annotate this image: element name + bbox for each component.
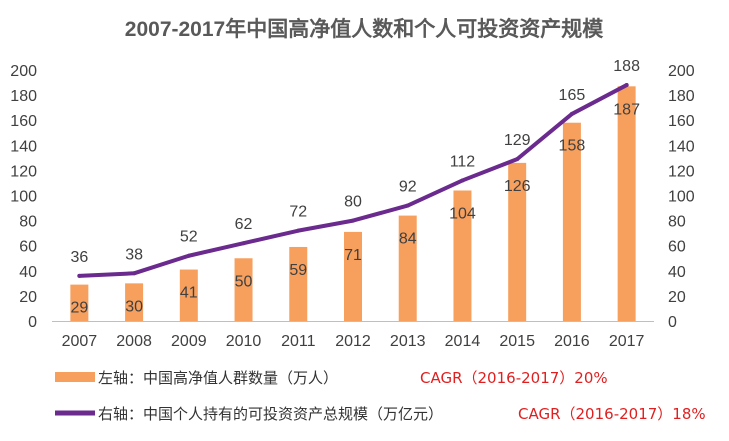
legend-bar-cagr: CAGR（2016-2017）20% — [420, 369, 608, 387]
line-point — [405, 203, 410, 208]
x-tick-label: 2007 — [62, 333, 98, 350]
x-tick-label: 2012 — [335, 333, 371, 350]
line-value-label: 36 — [70, 249, 88, 266]
bar — [617, 86, 636, 321]
line-value-label: 52 — [180, 229, 198, 246]
x-tick-label: 2011 — [281, 333, 316, 350]
bar — [562, 122, 581, 322]
axes: 0 20 40 60 80 100 120 140 160 180 200 0 20 40 60 80 100 1… — [10, 63, 695, 350]
y-left-tick-label: 80 — [19, 214, 37, 231]
legend-bar-swatch — [55, 372, 95, 382]
y-left-tick-label: 140 — [10, 138, 37, 155]
bar — [453, 190, 472, 321]
bar-value-label: 30 — [125, 298, 143, 315]
bar-value-label: 59 — [289, 262, 307, 279]
line-point — [460, 178, 465, 183]
bar — [508, 162, 527, 321]
x-tick-label: 2008 — [116, 333, 152, 350]
y-left-tick-label: 120 — [10, 163, 37, 180]
y-right-tick-label: 20 — [668, 289, 686, 306]
bar-value-label: 104 — [449, 205, 476, 222]
bar — [289, 246, 308, 321]
line-value-label: 112 — [450, 153, 476, 170]
y-left-tick-label: 0 — [28, 314, 37, 331]
y-left-tick-label: 200 — [10, 63, 37, 80]
bar-value-label: 71 — [344, 247, 362, 264]
line-value-label: 165 — [559, 87, 586, 104]
line-point — [241, 241, 246, 246]
x-tick-label: 2017 — [609, 333, 645, 350]
bar-value-label: 126 — [504, 178, 531, 195]
y-left-tick-label: 20 — [19, 289, 37, 306]
bar — [344, 231, 362, 321]
y-right-tick-label: 40 — [668, 264, 686, 281]
line-value-label: 129 — [504, 132, 531, 149]
line-series — [77, 83, 629, 278]
bar-value-label: 187 — [613, 101, 640, 118]
line-point — [351, 218, 355, 223]
bar-value-label: 84 — [399, 231, 417, 248]
y-left-tick-label: 160 — [10, 113, 37, 130]
x-tick-label: 2010 — [226, 333, 262, 350]
line-value-label: 62 — [235, 216, 253, 233]
legend-line-label: 右轴：中国个人持有的可投资资产总规模（万亿元） — [98, 405, 443, 423]
line-point — [296, 228, 301, 233]
y-left-tick-label: 40 — [19, 264, 37, 281]
line-point — [515, 157, 520, 162]
y-right-tick-label: 140 — [668, 138, 695, 155]
legend-bar-label: 左轴：中国高净值人群数量（万人） — [98, 369, 338, 387]
line-value-label: 72 — [289, 204, 307, 221]
bar-value-label: 158 — [559, 138, 586, 155]
x-tick-label: 2014 — [445, 333, 481, 350]
y-right-tick-label: 0 — [668, 314, 677, 331]
chart-title: 2007-2017年中国高净值人数和个人可投资资产规模 — [125, 17, 604, 41]
line-point — [132, 271, 137, 276]
y-right-tick-label: 120 — [668, 163, 695, 180]
bar-value-label: 41 — [180, 285, 198, 302]
bar — [179, 269, 198, 321]
line-value-label: 38 — [125, 246, 143, 263]
data-labels: 29 30 41 50 59 71 84 104 126 158 187 36 38 52 62 72 80 92… — [70, 58, 640, 317]
y-right-tick-label: 160 — [668, 113, 695, 130]
bar — [398, 215, 417, 321]
line-point — [624, 83, 629, 88]
x-tick-label: 2009 — [171, 333, 207, 350]
y-right-tick-label: 100 — [668, 189, 695, 206]
bar-value-label: 29 — [70, 300, 88, 317]
y-left-tick-label: 180 — [10, 88, 37, 105]
y-left-tick-label: 60 — [19, 239, 37, 256]
line-value-label: 188 — [613, 58, 640, 75]
line-value-label: 80 — [344, 194, 362, 211]
x-tick-label: 2015 — [499, 333, 535, 350]
y-right-tick-label: 180 — [668, 88, 695, 105]
y-right-tick-label: 60 — [668, 239, 686, 256]
bar — [234, 258, 253, 321]
bar — [70, 284, 89, 321]
line-point — [77, 273, 82, 278]
legend: 左轴：中国高净值人群数量（万人） CAGR（2016-2017）20% 右轴：中国个… — [55, 369, 706, 423]
y-left-tick-label: 100 — [10, 189, 37, 206]
x-tick-label: 2016 — [554, 333, 590, 350]
bar-series — [70, 86, 636, 322]
y-right-tick-label: 200 — [668, 63, 695, 80]
line-point — [186, 253, 191, 258]
line-value-label: 92 — [399, 179, 417, 196]
line-point — [569, 111, 574, 116]
x-tick-label: 2013 — [390, 333, 426, 350]
bar — [125, 283, 144, 321]
bar-value-label: 50 — [235, 273, 253, 290]
y-right-tick-label: 80 — [668, 214, 686, 231]
legend-line-cagr: CAGR（2016-2017）18% — [518, 405, 706, 423]
